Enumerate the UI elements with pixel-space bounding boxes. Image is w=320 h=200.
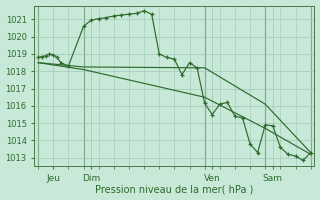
X-axis label: Pression niveau de la mer( hPa ): Pression niveau de la mer( hPa ) (95, 184, 253, 194)
